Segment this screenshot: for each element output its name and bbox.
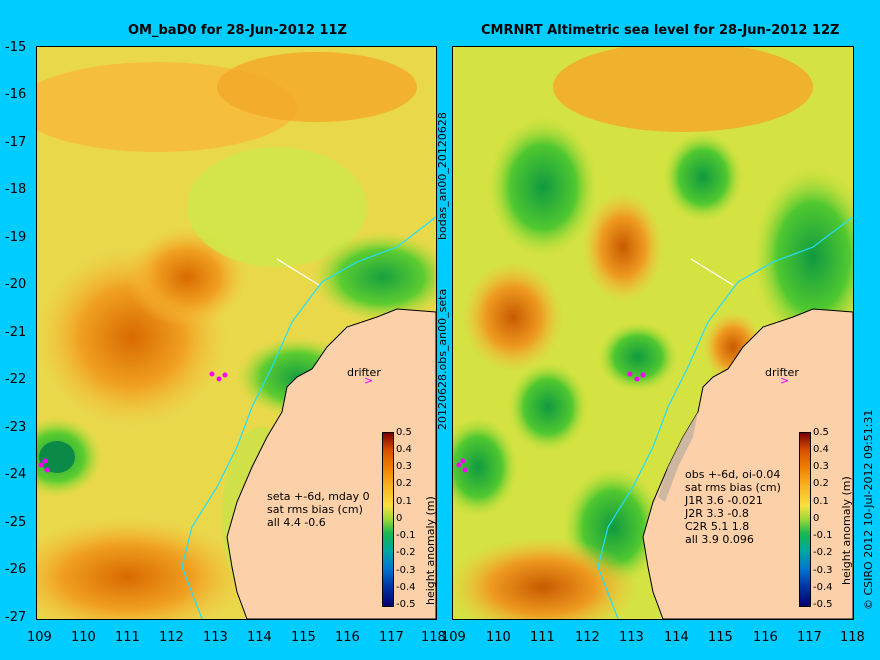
lon-tick: 114 xyxy=(247,630,272,645)
right-drifter-arrow: > xyxy=(780,374,789,387)
colorbar-gradient xyxy=(382,432,394,607)
colorbar-label: height anomaly (m) xyxy=(424,496,437,605)
colorbar-tick: 0.4 xyxy=(396,444,412,455)
drifter-markers xyxy=(456,371,646,473)
bodas-label: bodas_an00_20120628 xyxy=(436,112,449,240)
lon-tick: 111 xyxy=(530,630,555,645)
right-stats-line: C2R 5.1 1.8 xyxy=(685,520,750,533)
colorbar-label: height anomaly (m) xyxy=(840,476,853,585)
isobath xyxy=(597,216,853,619)
colorbar-tick: -0.1 xyxy=(813,530,833,541)
lon-tick: 118 xyxy=(421,630,446,645)
colorbar-tick: -0.2 xyxy=(813,547,833,558)
right-stats-line: J1R 3.6 -0.021 xyxy=(685,494,763,507)
credit-text: © CSIRO 2012 10-Jul-2012 09:51:31 xyxy=(862,409,875,610)
lat-tick: -17 xyxy=(5,135,27,150)
left-stats-line: all 4.4 -0.6 xyxy=(267,516,326,529)
lat-tick: -19 xyxy=(5,230,27,245)
colorbar-tick: 0.3 xyxy=(396,461,412,472)
lon-tick: 113 xyxy=(619,630,644,645)
lat-tick: -23 xyxy=(5,420,27,435)
colorbar-tick: 0.4 xyxy=(813,444,829,455)
colorbar-tick: 0.2 xyxy=(813,478,829,489)
lon-tick: 112 xyxy=(575,630,600,645)
lat-tick: -26 xyxy=(5,562,27,577)
colorbar-tick: -0.5 xyxy=(813,599,833,610)
colorbar-tick: -0.4 xyxy=(396,582,416,593)
colorbar-tick: -0.5 xyxy=(396,599,416,610)
lat-tick: -18 xyxy=(5,182,27,197)
right-stats-line: obs +-6d, oi-0.04 xyxy=(685,468,781,481)
colorbar-gradient xyxy=(799,432,811,607)
colorbar-tick: -0.4 xyxy=(813,582,833,593)
lon-tick: 115 xyxy=(708,630,733,645)
right-map-svg: > xyxy=(453,47,853,619)
lon-tick: 117 xyxy=(379,630,404,645)
left-map-svg: > xyxy=(37,47,436,619)
colorbar-tick: 0.3 xyxy=(813,461,829,472)
lon-tick: 109 xyxy=(27,630,52,645)
lat-tick: -27 xyxy=(5,610,27,625)
colorbar-tick: 0.5 xyxy=(396,427,412,438)
lat-tick: -25 xyxy=(5,515,27,530)
lat-tick: -21 xyxy=(5,325,27,340)
right-stats-box: obs +-6d, oi-0.04 sat rms bias (cm) J1R … xyxy=(685,468,781,546)
lon-tick: 110 xyxy=(486,630,511,645)
isobath xyxy=(181,216,436,619)
colorbar-tick: -0.3 xyxy=(813,565,833,576)
left-drifter-label: drifter xyxy=(347,366,381,379)
lat-tick: -15 xyxy=(5,40,27,55)
right-stats-line: J2R 3.3 -0.8 xyxy=(685,507,749,520)
left-map-panel: > drifter seta +-6d, mday 0 sat rms bias… xyxy=(36,46,437,620)
colorbar-tick: 0 xyxy=(813,513,820,524)
left-stats-box: seta +-6d, mday 0 sat rms bias (cm) all … xyxy=(267,490,370,529)
lon-tick: 116 xyxy=(335,630,360,645)
lon-tick: 112 xyxy=(159,630,184,645)
left-stats-line: seta +-6d, mday 0 xyxy=(267,490,370,503)
lon-tick: 115 xyxy=(291,630,316,645)
colorbar-tick: -0.2 xyxy=(396,547,416,558)
left-stats-line: sat rms bias (cm) xyxy=(267,503,363,516)
lat-tick: -16 xyxy=(5,87,27,102)
right-map-panel: > drifter obs +-6d, oi-0.04 sat rms bias… xyxy=(452,46,854,620)
colorbar-tick: -0.3 xyxy=(396,565,416,576)
lon-tick: 114 xyxy=(664,630,689,645)
lon-tick: 116 xyxy=(753,630,778,645)
colorbar-tick: -0.1 xyxy=(396,530,416,541)
right-map-title: CMRNRT Altimetric sea level for 28-Jun-2… xyxy=(481,23,840,38)
lon-tick: 111 xyxy=(115,630,140,645)
right-stats-line: all 3.9 0.096 xyxy=(685,533,754,546)
right-stats-line: sat rms bias (cm) xyxy=(685,481,781,494)
drifter-markers xyxy=(38,371,228,473)
colorbar-tick: 0 xyxy=(396,513,403,524)
lon-tick: 113 xyxy=(203,630,228,645)
lon-tick: 117 xyxy=(797,630,822,645)
colorbar-tick: 0.2 xyxy=(396,478,412,489)
obs-label: 20120628.obs_an00_seta xyxy=(436,288,449,430)
colorbar-tick: 0.5 xyxy=(813,427,829,438)
lon-tick: 110 xyxy=(71,630,96,645)
lon-tick: 118 xyxy=(840,630,865,645)
colorbar-tick: 0.1 xyxy=(396,496,412,507)
lat-tick: -24 xyxy=(5,467,27,482)
colorbar-tick: 0.1 xyxy=(813,496,829,507)
lon-tick: 109 xyxy=(441,630,466,645)
left-map-title: OM_baD0 for 28-Jun-2012 11Z xyxy=(128,23,347,38)
lat-tick: -22 xyxy=(5,372,27,387)
right-drifter-label: drifter xyxy=(765,366,799,379)
lat-tick: -20 xyxy=(5,277,27,292)
left-drifter-arrow: > xyxy=(364,374,373,387)
